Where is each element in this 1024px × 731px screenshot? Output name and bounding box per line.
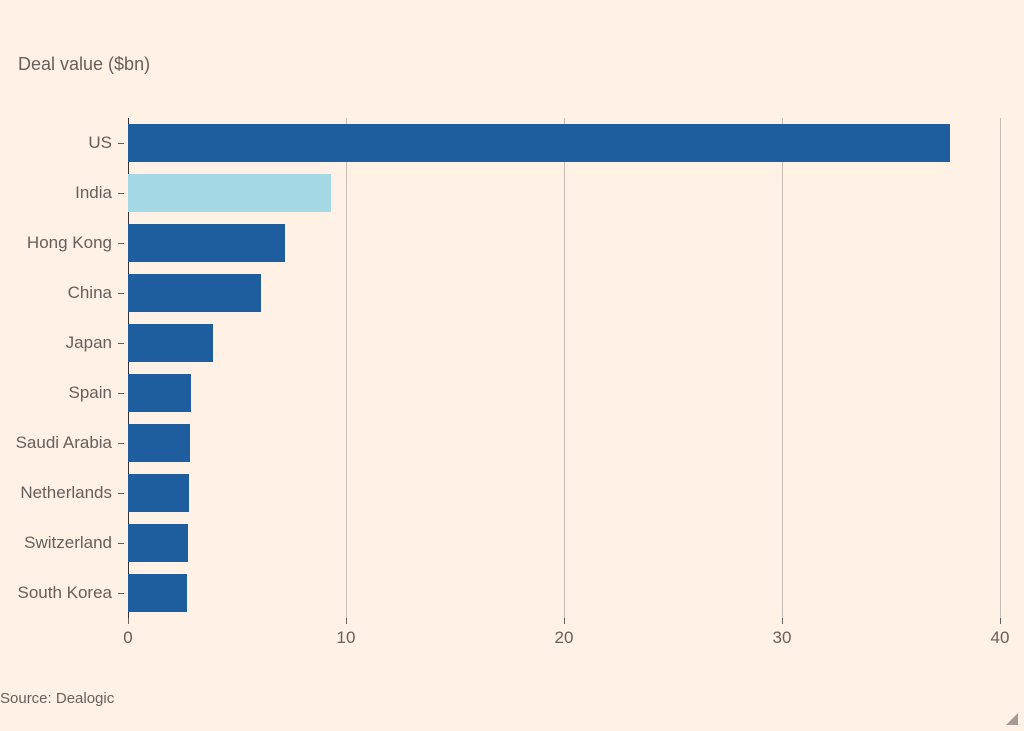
y-tick bbox=[118, 593, 124, 594]
bar bbox=[128, 374, 191, 412]
x-tick bbox=[782, 618, 783, 624]
y-axis-label: Spain bbox=[2, 383, 112, 403]
y-axis-label: India bbox=[2, 183, 112, 203]
chart-subtitle: Deal value ($bn) bbox=[18, 54, 150, 75]
chart-source: Source: Dealogic bbox=[0, 690, 114, 707]
y-axis-label: Hong Kong bbox=[2, 233, 112, 253]
y-tick bbox=[118, 293, 124, 294]
bar bbox=[128, 124, 950, 162]
y-axis-label: Japan bbox=[2, 333, 112, 353]
y-axis-label: Netherlands bbox=[2, 483, 112, 503]
y-tick bbox=[118, 543, 124, 544]
bar bbox=[128, 524, 188, 562]
chart-container: Deal value ($bn) US India Hong Kong China Ja… bbox=[0, 0, 1024, 731]
x-tick bbox=[128, 618, 129, 624]
resize-corner-icon bbox=[1006, 713, 1018, 725]
bar bbox=[128, 174, 331, 212]
x-gridline bbox=[1000, 118, 1001, 618]
y-tick bbox=[118, 343, 124, 344]
y-axis-label: US bbox=[2, 133, 112, 153]
y-tick bbox=[118, 193, 124, 194]
x-gridline bbox=[564, 118, 565, 618]
x-tick bbox=[564, 618, 565, 624]
x-axis-label: 40 bbox=[991, 628, 1010, 648]
x-gridline bbox=[346, 118, 347, 618]
y-axis-label: Saudi Arabia bbox=[2, 433, 112, 453]
bar bbox=[128, 224, 285, 262]
x-axis-label: 20 bbox=[555, 628, 574, 648]
y-tick bbox=[118, 443, 124, 444]
y-tick bbox=[118, 393, 124, 394]
y-axis-label: China bbox=[2, 283, 112, 303]
y-axis-label: Switzerland bbox=[2, 533, 112, 553]
plot-area bbox=[128, 118, 1000, 618]
y-tick bbox=[118, 493, 124, 494]
x-axis-label: 0 bbox=[123, 628, 132, 648]
y-tick bbox=[118, 243, 124, 244]
y-axis-label: South Korea bbox=[2, 583, 112, 603]
x-tick bbox=[346, 618, 347, 624]
x-axis-label: 10 bbox=[337, 628, 356, 648]
x-axis-label: 30 bbox=[773, 628, 792, 648]
x-gridline bbox=[782, 118, 783, 618]
bar bbox=[128, 274, 261, 312]
y-tick bbox=[118, 143, 124, 144]
bar bbox=[128, 424, 190, 462]
bar bbox=[128, 324, 213, 362]
bar bbox=[128, 574, 187, 612]
bar bbox=[128, 474, 189, 512]
x-tick bbox=[1000, 618, 1001, 624]
